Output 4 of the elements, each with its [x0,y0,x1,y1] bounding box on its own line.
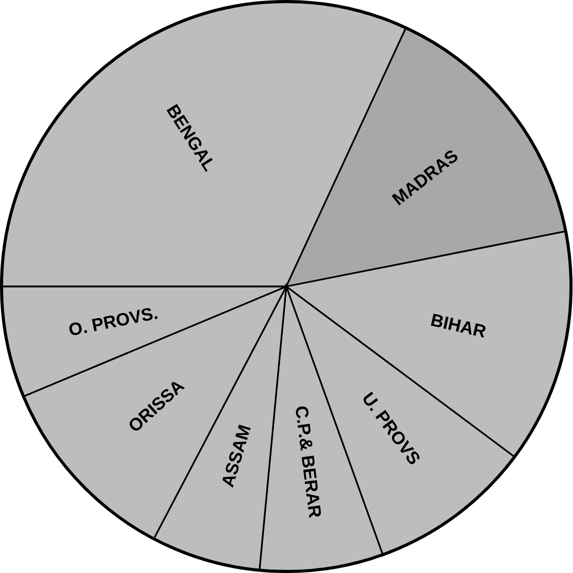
slice-label: BIHAR [431,314,486,338]
slice-label: C.P.& BERAR [296,406,322,518]
slice-label: O. PROVS. [70,308,158,336]
slice-label: ASSAM [222,424,251,488]
